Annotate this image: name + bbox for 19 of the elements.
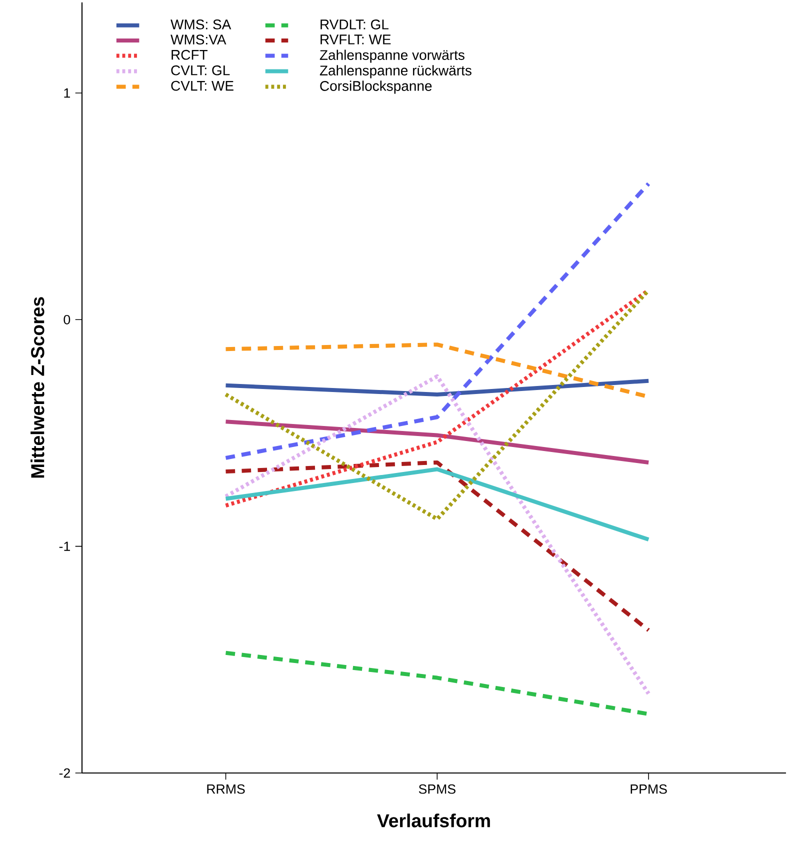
- legend-label: CVLT: GL: [171, 65, 230, 76]
- legend-label: RCFT: [172, 50, 208, 60]
- legend-label: CVLT: WE: [171, 80, 234, 91]
- legend-label: WMS: SA: [170, 19, 232, 30]
- legend-label: Zahlenspanne rückwärts: [320, 65, 472, 78]
- y-axis-title: Mittelwerte Z-Scores: [30, 297, 44, 478]
- x-tick-label: SPMS: [418, 784, 456, 794]
- legend-label: WMS:VA: [170, 34, 226, 45]
- x-tick-label: PPMS: [630, 784, 667, 794]
- y-tick-label: -2: [59, 768, 70, 778]
- legend-label: RVFLT: WE: [320, 34, 391, 44]
- legend-label: RVDLT: GL: [320, 19, 388, 30]
- x-axis-title: Verlaufsform: [377, 814, 490, 828]
- x-tick-label: RRMS: [207, 784, 245, 794]
- legend-label: Zahlenspanne vorwärts: [320, 50, 464, 63]
- y-tick-label: 1: [64, 88, 70, 98]
- y-tick-label: -1: [59, 542, 70, 551]
- y-tick-label: 0: [64, 314, 70, 324]
- legend-label: CorsiBlockspanne: [320, 80, 432, 94]
